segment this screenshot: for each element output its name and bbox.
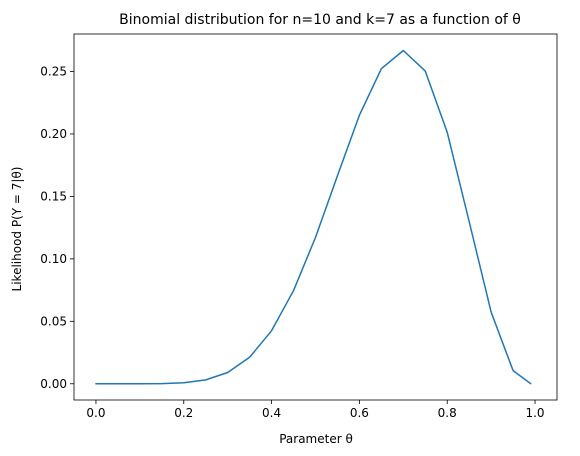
axes-frame bbox=[73, 33, 558, 401]
x-tick-label: 1.0 bbox=[525, 406, 544, 420]
y-tick-label: 0.00 bbox=[40, 377, 67, 391]
y-tick-label: 0.10 bbox=[40, 252, 67, 266]
x-tick-label: 0.8 bbox=[438, 406, 457, 420]
x-tick-label: 0.4 bbox=[262, 406, 281, 420]
plot-area bbox=[73, 33, 558, 401]
y-tick-label: 0.05 bbox=[40, 314, 67, 328]
y-axis-label: Likelihood P(Y = 7|θ) bbox=[10, 167, 24, 292]
y-axis: 0.00 0.05 0.10 0.15 0.20 0.25 bbox=[40, 64, 74, 391]
x-tick-label: 0.0 bbox=[86, 406, 105, 420]
chart-title: Binomial distribution for n=10 and k=7 a… bbox=[119, 12, 521, 28]
x-axis: 0.0 0.2 0.4 0.6 0.8 1.0 bbox=[86, 400, 545, 420]
x-tick-label: 0.6 bbox=[350, 406, 369, 420]
y-tick-label: 0.25 bbox=[40, 64, 67, 78]
likelihood-curve bbox=[95, 49, 532, 385]
y-tick-label: 0.15 bbox=[40, 189, 67, 203]
y-tick-label: 0.20 bbox=[40, 127, 67, 141]
x-tick-label: 0.2 bbox=[174, 406, 193, 420]
x-axis-label: Parameter θ bbox=[279, 432, 353, 446]
